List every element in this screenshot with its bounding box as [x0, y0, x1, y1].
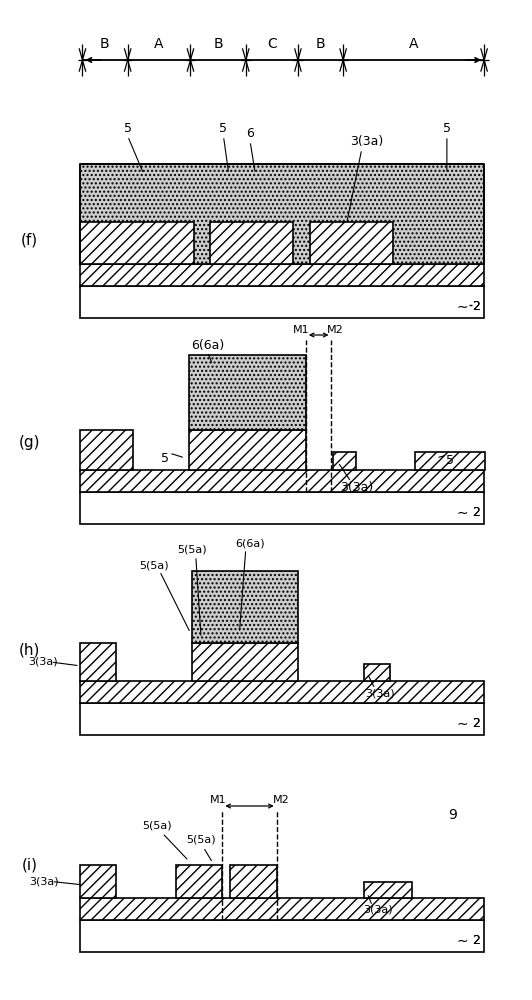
Bar	[415, 452, 485, 470]
Text: 2: 2	[472, 300, 480, 313]
Text: 6(6a): 6(6a)	[235, 538, 265, 548]
Bar	[210, 222, 293, 264]
Bar	[80, 681, 484, 703]
Text: 2: 2	[472, 717, 480, 730]
Text: C: C	[267, 37, 277, 51]
Text: 5(5a): 5(5a)	[177, 544, 206, 554]
Bar	[80, 492, 484, 524]
Text: A: A	[154, 37, 164, 51]
Text: 3(3a): 3(3a)	[29, 876, 59, 886]
Text: ∼: ∼	[457, 717, 469, 731]
Bar	[189, 355, 306, 430]
Text: B: B	[100, 37, 110, 51]
Bar	[80, 865, 116, 898]
Text: 6: 6	[246, 127, 254, 140]
Bar	[176, 865, 222, 898]
Bar	[80, 470, 484, 492]
Bar	[192, 643, 298, 681]
Text: 2: 2	[472, 506, 480, 519]
Text: ∼: ∼	[457, 300, 469, 314]
Text: 5(5a): 5(5a)	[139, 561, 169, 571]
Bar	[80, 920, 484, 952]
Text: B: B	[213, 37, 223, 51]
Bar	[80, 164, 484, 264]
Bar	[192, 571, 298, 643]
Text: 5: 5	[123, 122, 132, 135]
Bar	[80, 222, 194, 264]
Bar	[364, 882, 412, 898]
Text: ∼: ∼	[457, 506, 469, 520]
Text: 5(5a): 5(5a)	[142, 820, 172, 830]
Text: 2: 2	[472, 506, 480, 519]
Text: M2: M2	[272, 795, 289, 805]
Text: 6(6a): 6(6a)	[191, 338, 224, 352]
Text: 5: 5	[219, 122, 228, 135]
Text: 2: 2	[472, 934, 480, 947]
Text: B: B	[316, 37, 326, 51]
Text: A: A	[409, 37, 419, 51]
Bar	[80, 898, 484, 920]
Text: ∼: ∼	[457, 934, 469, 948]
Text: 5: 5	[443, 122, 451, 135]
Bar	[80, 430, 133, 470]
Text: (g): (g)	[19, 434, 40, 450]
Bar	[364, 664, 390, 681]
Text: 5: 5	[161, 452, 169, 464]
Bar	[80, 286, 484, 318]
Text: (f): (f)	[21, 232, 38, 247]
Text: 2: 2	[472, 300, 480, 313]
Text: 3(3a): 3(3a)	[340, 482, 373, 494]
Text: 3(3a): 3(3a)	[363, 905, 393, 915]
Bar	[189, 430, 306, 470]
Text: (i): (i)	[21, 857, 37, 872]
Text: 5: 5	[445, 454, 454, 466]
Text: 2: 2	[472, 717, 480, 730]
Text: M2: M2	[327, 325, 344, 335]
Bar	[230, 865, 277, 898]
Text: M1: M1	[293, 325, 310, 335]
Text: 9: 9	[448, 808, 456, 822]
Bar	[80, 703, 484, 735]
Bar	[80, 643, 116, 681]
Bar	[80, 264, 484, 286]
Bar	[310, 222, 393, 264]
Text: 3(3a): 3(3a)	[351, 135, 384, 148]
Text: 5(5a): 5(5a)	[186, 835, 216, 845]
Text: (h): (h)	[19, 643, 40, 658]
Text: 3(3a): 3(3a)	[28, 657, 57, 667]
Text: M1: M1	[210, 795, 227, 805]
Text: 2: 2	[472, 934, 480, 947]
Bar	[332, 452, 356, 470]
Text: 3(3a): 3(3a)	[365, 688, 395, 698]
